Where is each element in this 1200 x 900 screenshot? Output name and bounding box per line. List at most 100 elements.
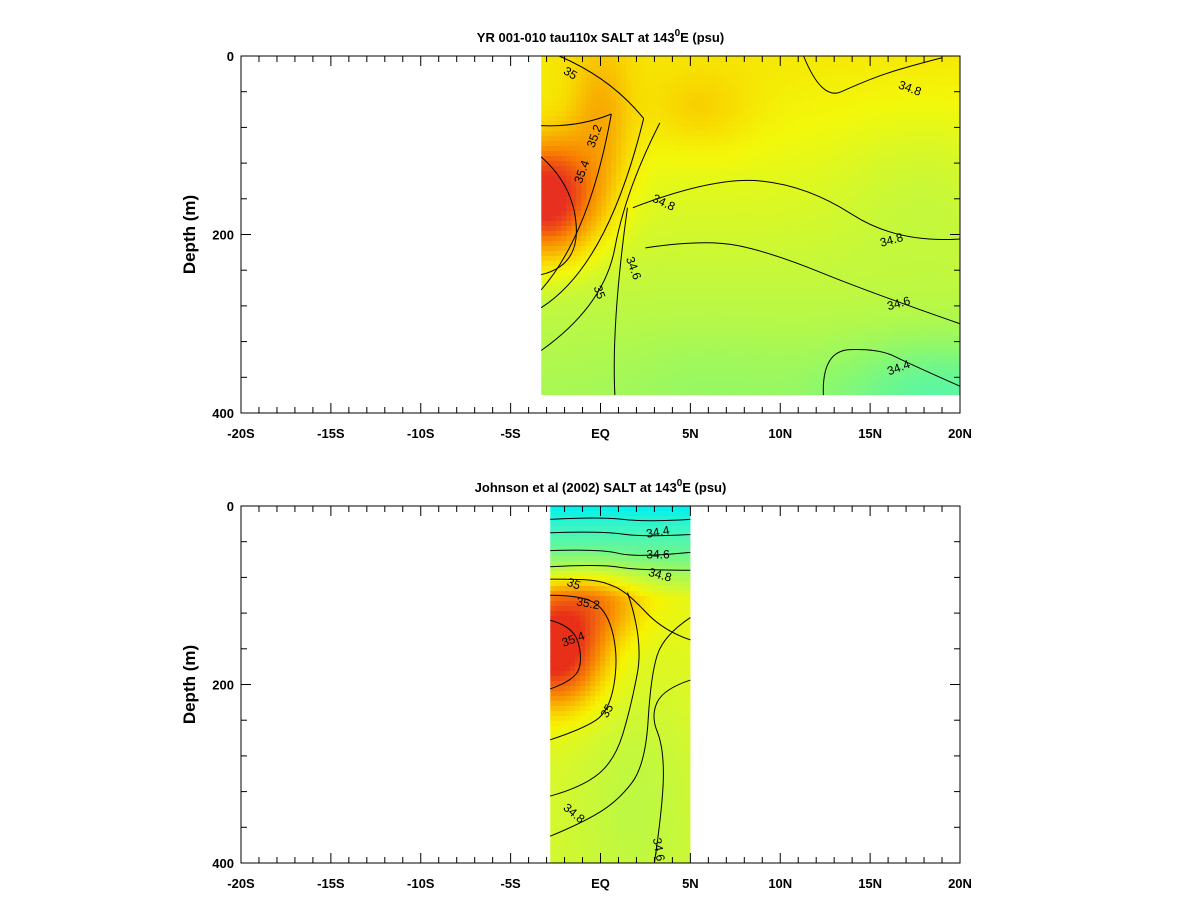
heat-cell <box>741 301 747 307</box>
heat-cell <box>761 216 767 222</box>
heat-cell <box>691 271 697 277</box>
heat-cell <box>671 231 677 237</box>
heat-cell <box>861 346 867 352</box>
heat-cell <box>716 56 722 62</box>
heat-cell <box>806 256 812 262</box>
heat-cell <box>876 121 882 127</box>
heat-cell <box>611 171 617 177</box>
heat-cell <box>596 106 602 112</box>
heat-cell <box>931 136 937 142</box>
heat-cell <box>636 146 642 152</box>
heat-cell <box>751 291 757 297</box>
heat-cell <box>951 316 957 322</box>
heat-cell <box>906 326 912 332</box>
heat-cell <box>811 71 817 77</box>
heat-cell <box>941 211 947 217</box>
heat-cell <box>576 271 582 277</box>
heat-cell <box>586 66 592 72</box>
heat-cell <box>751 66 757 72</box>
heat-cell <box>606 151 612 157</box>
heat-cell <box>551 236 557 242</box>
heat-cell <box>601 321 607 327</box>
heat-cell <box>821 311 827 317</box>
heat-cell <box>936 196 942 202</box>
heat-cell <box>606 141 612 147</box>
heat-cell <box>666 331 672 337</box>
heat-cell <box>921 276 927 282</box>
heat-cell <box>581 171 587 177</box>
heat-cell <box>646 296 652 302</box>
heat-cell <box>626 281 632 287</box>
heat-cell <box>876 186 882 192</box>
heat-cell <box>686 81 692 87</box>
heat-cell <box>561 251 567 257</box>
heat-cell <box>936 246 942 252</box>
heat-cell <box>826 261 832 267</box>
heat-cell <box>906 101 912 107</box>
heat-cell <box>741 281 747 287</box>
heat-cell <box>806 341 812 347</box>
heat-cell <box>776 111 782 117</box>
heat-cell <box>781 126 787 132</box>
heat-cell <box>546 246 552 252</box>
heat-cell <box>901 246 907 252</box>
heat-cell <box>886 131 892 137</box>
heat-cell <box>881 71 887 77</box>
heat-cell <box>866 271 872 277</box>
heat-cell <box>611 106 617 112</box>
heat-cell <box>946 121 952 127</box>
heat-cell <box>551 171 557 177</box>
heat-cell <box>691 191 697 197</box>
heat-cell <box>821 141 827 147</box>
heat-cell <box>941 76 947 82</box>
heat-cell <box>621 131 627 137</box>
heat-cell <box>736 91 742 97</box>
heat-cell <box>886 316 892 322</box>
heat-cell <box>686 291 692 297</box>
heat-cell <box>836 241 842 247</box>
heat-cell <box>736 311 742 317</box>
heat-cell <box>636 131 642 137</box>
heat-cell <box>746 141 752 147</box>
heat-cell <box>551 56 557 62</box>
heat-cell <box>661 201 667 207</box>
heat-cell <box>606 311 612 317</box>
heat-cell <box>881 201 887 207</box>
heat-cell <box>651 176 657 182</box>
heat-cell <box>706 61 712 67</box>
heat-cell <box>551 106 557 112</box>
heat-cell <box>636 121 642 127</box>
heat-cell <box>541 151 547 157</box>
heat-cell <box>941 96 947 102</box>
heat-cell <box>696 331 702 337</box>
heat-cell <box>756 196 762 202</box>
heat-cell <box>856 116 862 122</box>
heat-cell <box>601 116 607 122</box>
heat-cell <box>561 341 567 347</box>
heat-cell <box>611 56 617 62</box>
heat-cell <box>916 241 922 247</box>
heat-cell <box>876 301 882 307</box>
heat-cell <box>646 331 652 337</box>
heat-cell <box>636 86 642 92</box>
heat-cell <box>956 81 960 87</box>
heat-cell <box>546 266 552 272</box>
heat-cell <box>891 251 897 257</box>
heat-cell <box>951 326 957 332</box>
heat-cell <box>801 301 807 307</box>
heat-cell <box>791 216 797 222</box>
heat-cell <box>631 61 637 67</box>
heat-cell <box>701 336 707 342</box>
heat-cell <box>771 96 777 102</box>
heat-cell <box>701 121 707 127</box>
heat-cell <box>716 71 722 77</box>
heat-cell <box>716 326 722 332</box>
heat-cell <box>846 236 852 242</box>
heat-cell <box>596 146 602 152</box>
heat-cell <box>801 126 807 132</box>
heat-cell <box>591 336 597 342</box>
heat-cell <box>936 171 942 177</box>
heat-cell <box>661 321 667 327</box>
heat-cell <box>541 231 547 237</box>
heat-cell <box>786 76 792 82</box>
